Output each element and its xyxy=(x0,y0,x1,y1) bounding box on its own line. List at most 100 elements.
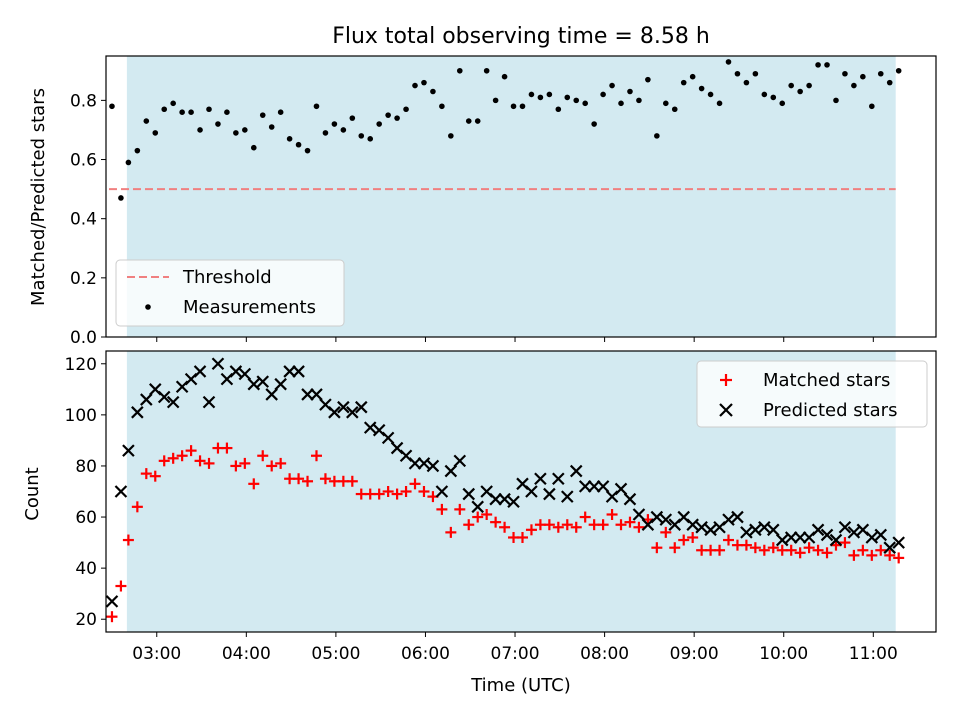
predicted-star-marker xyxy=(686,518,699,531)
predicted-star-marker xyxy=(767,523,780,537)
matched-star-marker xyxy=(884,549,896,561)
matched-star-marker xyxy=(293,473,305,485)
measurement-point xyxy=(358,133,365,139)
matched-star-marker xyxy=(302,475,314,487)
bottom-y-axis-label: Count xyxy=(22,467,43,520)
measurement-point xyxy=(322,130,329,136)
matched-star-marker xyxy=(624,516,636,528)
y-tick-label: 0.0 xyxy=(70,328,97,348)
measurement-point xyxy=(403,106,409,113)
measurement-point xyxy=(125,159,132,166)
measurement-point xyxy=(877,70,884,77)
matched-star-marker xyxy=(785,544,797,556)
top-y-axis: 0.0 0.2 0.4 0.6 0.8 xyxy=(70,91,106,348)
measurement-point xyxy=(671,106,678,113)
measurement-point xyxy=(197,127,203,133)
x-axis-label: Time (UTC) xyxy=(470,675,571,696)
measurement-point xyxy=(304,147,311,154)
y-tick-label: 80 xyxy=(75,457,97,477)
matched-star-marker xyxy=(445,526,457,538)
measurement-point xyxy=(250,144,257,151)
measurement-point xyxy=(824,62,830,68)
matched-star-marker xyxy=(391,488,403,500)
predicted-star-marker xyxy=(596,480,610,493)
measurement-point xyxy=(842,70,848,77)
measurement-points xyxy=(109,59,902,201)
predicted-star-marker xyxy=(408,457,422,470)
measurement-point xyxy=(519,103,526,110)
top-legend: Threshold Measurements xyxy=(115,259,345,327)
x-tick-label: 07:00 xyxy=(491,644,540,664)
matched-star-marker xyxy=(472,511,484,523)
matched-star-marker xyxy=(714,544,726,556)
measurement-point xyxy=(394,115,400,121)
predicted-star-marker xyxy=(310,388,323,401)
measurement-point xyxy=(564,94,571,101)
measurement-point xyxy=(546,91,553,98)
matched-star-marker xyxy=(821,547,833,559)
matched-star-marker xyxy=(660,526,672,538)
matched-star-marker xyxy=(481,508,493,520)
predicted-star-marker xyxy=(650,510,664,524)
predicted-star-marker xyxy=(211,357,225,371)
measurement-point xyxy=(860,73,866,80)
matched-star-marker xyxy=(794,547,806,559)
measurement-point xyxy=(752,70,759,77)
predicted-star-marker xyxy=(534,472,547,486)
predicted-star-marker xyxy=(578,480,592,493)
x-tick-label: 09:00 xyxy=(670,644,719,664)
legend-threshold-label: Threshold xyxy=(182,267,272,288)
matched-star-marker xyxy=(848,549,860,561)
measurement-point xyxy=(277,109,284,115)
measurement-point xyxy=(206,106,212,113)
predicted-star-marker xyxy=(131,406,144,419)
predicted-star-marker xyxy=(695,520,708,534)
measurement-point xyxy=(349,115,356,121)
legend-predicted-swatch xyxy=(719,403,733,417)
matched-star-marker xyxy=(239,457,251,469)
bottom-legend-box xyxy=(696,360,928,428)
measurement-point xyxy=(233,130,239,136)
top-legend-box xyxy=(115,259,345,327)
x-tick-label: 04:00 xyxy=(222,644,271,664)
predicted-star-marker xyxy=(140,393,153,406)
y-tick-label: 100 xyxy=(65,406,97,426)
matched-star-marker xyxy=(812,544,824,556)
matched-star-marker xyxy=(740,539,752,551)
matched-star-marker xyxy=(122,534,134,546)
chart-title: Flux total observing time = 8.58 h xyxy=(332,24,710,49)
legend-matched-label: Matched stars xyxy=(763,370,890,391)
predicted-star-marker xyxy=(462,487,476,501)
matched-star-marker xyxy=(579,511,591,523)
predicted-star-marker xyxy=(587,480,601,493)
measurement-point xyxy=(456,67,463,74)
predicted-star-marker xyxy=(328,406,341,419)
predicted-star-marker xyxy=(632,508,646,521)
measurement-point xyxy=(286,136,293,142)
matched-star-marker xyxy=(194,455,206,467)
matched-star-marker xyxy=(758,544,770,556)
measurement-point xyxy=(725,59,732,65)
x-tick-label: 05:00 xyxy=(311,644,360,664)
y-tick-label: 60 xyxy=(75,508,97,528)
measurement-point xyxy=(134,147,141,154)
measurement-point xyxy=(555,106,562,113)
matched-star-marker xyxy=(400,486,412,497)
matched-star-marker xyxy=(803,542,815,554)
measurement-point xyxy=(179,109,185,115)
predicted-star-marker xyxy=(731,510,744,524)
matched-star-marker xyxy=(525,524,537,536)
measurement-point xyxy=(663,100,669,107)
predicted-star-marker xyxy=(346,406,359,419)
measurement-point xyxy=(680,79,687,86)
matched-star-marker xyxy=(552,521,564,533)
measurement-point xyxy=(340,127,347,133)
measurement-point xyxy=(618,100,624,107)
predicted-star-marker xyxy=(247,377,261,391)
measurement-point xyxy=(439,103,445,110)
measurement-point xyxy=(242,127,248,133)
predicted-star-marker xyxy=(829,533,843,547)
predicted-star-marker xyxy=(811,523,825,537)
predicted-star-marker xyxy=(883,541,897,554)
measurement-point xyxy=(367,136,374,142)
